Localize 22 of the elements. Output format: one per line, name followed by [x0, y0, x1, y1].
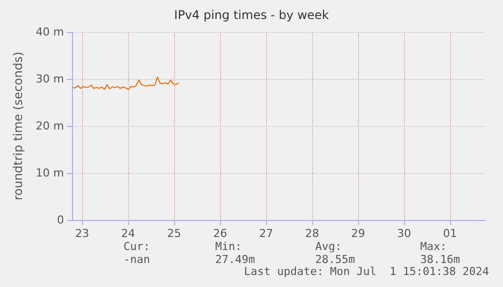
x-tick-label: 26: [213, 227, 228, 240]
x-tick-label: 24: [121, 227, 136, 240]
y-tick-label: 20 m: [36, 120, 64, 132]
x-tick-label: 29: [351, 227, 366, 240]
y-tick-label: 40 m: [36, 26, 64, 38]
x-tick-label: 27: [259, 227, 274, 240]
x-tick-label: 30: [397, 227, 412, 240]
y-axis-title: roundtrip time (seconds): [11, 52, 25, 200]
text: Min: 27.49m: [215, 240, 256, 266]
y-tick-label: 10 m: [36, 166, 64, 180]
line-series: [72, 76, 180, 90]
x-tick-label: 01: [443, 227, 458, 240]
x-tick-label: 25: [167, 227, 182, 240]
x-tick-label: 23: [75, 227, 90, 240]
y-tick-label: 0: [57, 214, 64, 226]
x-tick-label: 28: [305, 227, 320, 240]
chart-title: IPv4 ping times - by week: [174, 8, 329, 22]
text: Last update: Mon Jul 1 15:01:38 2024: [244, 265, 490, 278]
text: Avg: 28.55m: [315, 240, 356, 266]
text: Max: 38.16m: [420, 240, 460, 266]
text: Cur: -nan: [124, 240, 150, 266]
y-tick-label: 30 m: [36, 72, 64, 86]
